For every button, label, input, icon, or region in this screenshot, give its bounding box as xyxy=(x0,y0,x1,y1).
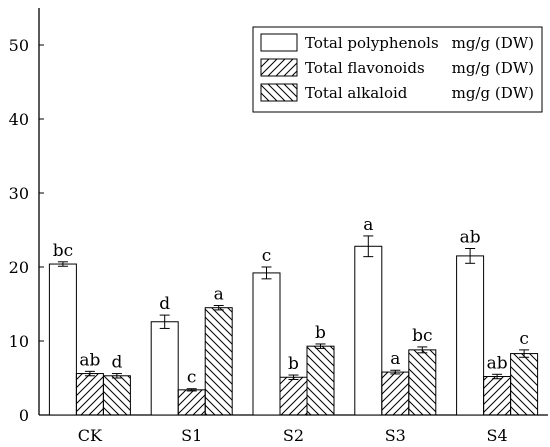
significance-letter: d xyxy=(159,294,170,314)
bar-S4-1 xyxy=(456,255,485,416)
legend-series-name: Total polyphenols xyxy=(305,34,439,52)
error-bar xyxy=(261,266,272,280)
bar-S2-1 xyxy=(252,272,281,416)
significance-letter: a xyxy=(214,284,224,304)
significance-letter: bc xyxy=(412,326,432,346)
bar-S3-3 xyxy=(408,349,437,416)
error-bar xyxy=(186,388,197,392)
legend-swatch-3 xyxy=(260,83,298,102)
bar-CK-1 xyxy=(48,263,77,416)
error-bar xyxy=(465,248,476,264)
x-tick-label: S4 xyxy=(487,426,508,445)
significance-letter: b xyxy=(315,323,326,343)
legend-swatch-1 xyxy=(260,33,298,52)
error-bar xyxy=(288,374,299,380)
significance-letter: c xyxy=(519,329,529,349)
significance-letter: ab xyxy=(487,353,508,373)
error-bar xyxy=(390,369,401,375)
bar-S3-1 xyxy=(354,245,383,416)
error-bar xyxy=(159,314,170,329)
significance-letter: d xyxy=(111,353,122,373)
x-tick-label: S3 xyxy=(385,426,406,445)
bar-S1-2 xyxy=(177,389,206,416)
x-tick-label: CK xyxy=(78,426,103,445)
legend-unit: mg/g (DW) xyxy=(452,34,534,52)
x-tick-label: S1 xyxy=(181,426,202,445)
error-bar xyxy=(492,373,503,380)
legend-swatch-2 xyxy=(260,58,298,77)
legend-box xyxy=(252,26,543,113)
legend-unit: mg/g (DW) xyxy=(452,59,534,77)
significance-letter: a xyxy=(390,349,400,369)
bar-S4-3 xyxy=(510,353,539,416)
significance-letter: a xyxy=(363,215,373,235)
bar-S2-3 xyxy=(306,345,335,416)
error-bar xyxy=(111,373,122,379)
bar-S4-2 xyxy=(483,376,512,416)
significance-letter: ab xyxy=(460,228,481,248)
bar-S1-3 xyxy=(204,307,233,416)
error-bar xyxy=(363,235,374,258)
bar-S3-2 xyxy=(381,371,410,416)
error-bar xyxy=(315,343,326,349)
chart-legend: Total polyphenols mg/g (DW) Total flavonoi… xyxy=(252,26,543,113)
y-tick-label: 30 xyxy=(9,184,29,203)
significance-letter: b xyxy=(288,354,299,374)
significance-letter: c xyxy=(262,246,272,266)
legend-series-name: Total alkaloid xyxy=(305,84,408,102)
error-bar xyxy=(417,346,428,354)
legend-unit: mg/g (DW) xyxy=(452,84,534,102)
bar-S1-1 xyxy=(150,321,179,416)
error-bar xyxy=(519,349,530,358)
legend-series-name: Total flavonoids xyxy=(305,59,425,77)
x-tick-label: S2 xyxy=(283,426,304,445)
bar-CK-3 xyxy=(102,375,131,416)
error-bar xyxy=(213,304,224,311)
error-bar xyxy=(84,370,95,377)
y-tick-label: 10 xyxy=(9,332,29,351)
error-bar xyxy=(57,261,68,267)
significance-letter: bc xyxy=(53,241,73,261)
bar-S2-2 xyxy=(279,376,308,416)
chart-axes: 0 10 20 30 40 50 CK S1 S2 S3 S4 xyxy=(9,8,548,445)
y-tick-label: 50 xyxy=(9,36,29,55)
y-tick-label: 20 xyxy=(9,258,29,277)
significance-letter: c xyxy=(187,368,197,388)
bar-CK-2 xyxy=(75,373,104,416)
y-tick-label: 40 xyxy=(9,110,29,129)
y-tick-label: 0 xyxy=(19,406,29,425)
significance-letter: ab xyxy=(79,350,100,370)
